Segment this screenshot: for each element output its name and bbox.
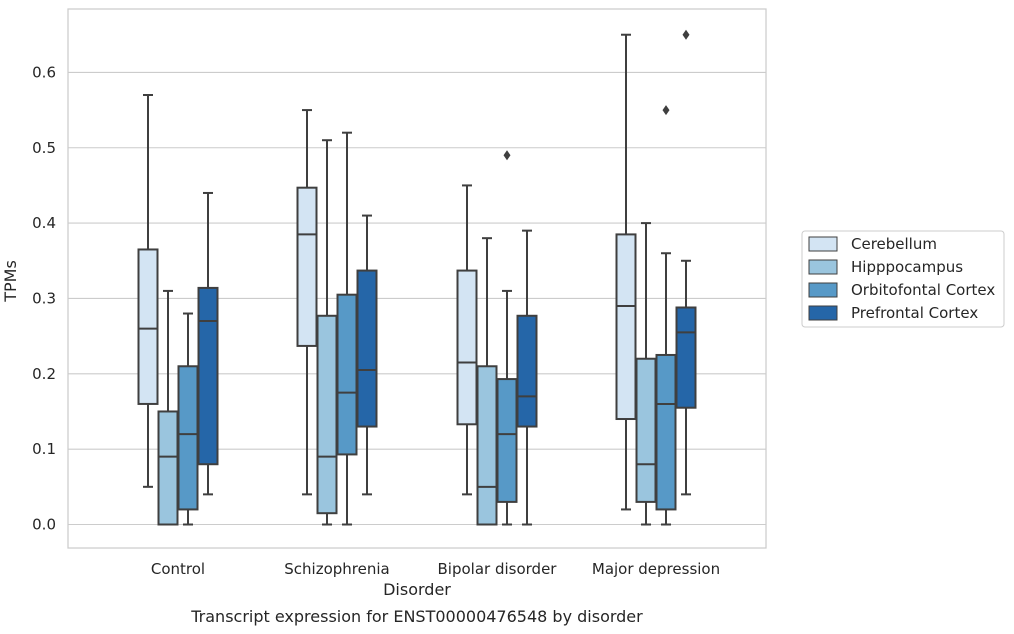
x-tick-label: Schizophrenia (284, 560, 389, 578)
box-orbitofontal-cortex-major-depression (655, 105, 677, 526)
box-iqr (197, 286, 219, 466)
legend-label: Cerebellum (851, 235, 937, 253)
x-tick-label: Bipolar disorder (438, 560, 558, 578)
box-orbitofontal-cortex-bipolar-disorder (496, 150, 518, 526)
box-iqr (675, 306, 697, 409)
box-iqr (516, 314, 538, 428)
y-tick-label: 0.3 (32, 289, 56, 307)
legend: Cerebellum Hipppocampus Orbitofontal Corte… (801, 230, 1005, 328)
y-tick-label: 0.5 (32, 139, 56, 157)
legend-label: Orbitofontal Cortex (851, 281, 995, 299)
x-axis-label: Disorder (383, 580, 451, 599)
box-iqr (496, 378, 518, 503)
box-cerebellum-bipolar-disorder (456, 184, 478, 496)
box-cerebellum-schizophrenia (296, 109, 318, 496)
box-iqr (615, 233, 637, 421)
y-tick-label: 0.6 (32, 63, 56, 81)
y-axis-label: TPMs (1, 260, 20, 303)
legend-frame (801, 230, 1005, 328)
outlier-marker (503, 150, 511, 161)
legend-swatch (808, 282, 838, 298)
y-tick-label: 0.0 (32, 516, 56, 534)
chart-caption: Transcript expression for ENST0000047654… (190, 607, 643, 626)
box-iqr (476, 365, 498, 526)
box-iqr (635, 357, 657, 503)
outlier-marker (682, 29, 690, 40)
box-iqr (157, 410, 179, 526)
box-hipppocampus-bipolar-disorder (476, 237, 498, 526)
y-tick-label: 0.1 (32, 440, 56, 458)
box-orbitofontal-cortex-schizophrenia (336, 131, 358, 526)
box-cerebellum-control (137, 94, 159, 488)
legend-label: Hipppocampus (851, 258, 963, 276)
box-hipppocampus-major-depression (635, 222, 657, 526)
box-iqr (316, 314, 338, 515)
legend-swatch (808, 305, 838, 321)
x-tick-label: Control (151, 560, 205, 578)
box-prefrontal-cortex-control (197, 191, 219, 496)
x-tick-label: Major depression (592, 560, 720, 578)
legend-swatch (808, 259, 838, 275)
box-prefrontal-cortex-bipolar-disorder (516, 229, 538, 526)
plot-area-frame (67, 8, 767, 549)
box-prefrontal-cortex-major-depression (675, 29, 697, 496)
box-orbitofontal-cortex-control (177, 312, 199, 526)
box-hipppocampus-control (157, 289, 179, 526)
legend-label: Prefrontal Cortex (851, 304, 978, 322)
box-iqr (296, 186, 318, 347)
box-iqr (655, 353, 677, 511)
x-axis-ticks: Control Schizophrenia Bipolar disorder Majo… (151, 560, 720, 578)
box-iqr (137, 248, 159, 405)
box-iqr (336, 293, 358, 456)
boxes (137, 29, 697, 526)
box-prefrontal-cortex-schizophrenia (356, 214, 378, 496)
y-tick-label: 0.2 (32, 365, 56, 383)
outlier-marker (662, 105, 670, 116)
box-iqr (356, 269, 378, 428)
y-tick-label: 0.4 (32, 214, 56, 232)
box-iqr (456, 269, 478, 426)
y-axis-ticks: 0.0 0.1 0.2 0.3 0.4 0.5 0.6 (32, 63, 56, 533)
legend-swatch (808, 236, 838, 252)
box-hipppocampus-schizophrenia (316, 139, 338, 526)
box-iqr (177, 365, 199, 511)
box-cerebellum-major-depression (615, 33, 637, 511)
